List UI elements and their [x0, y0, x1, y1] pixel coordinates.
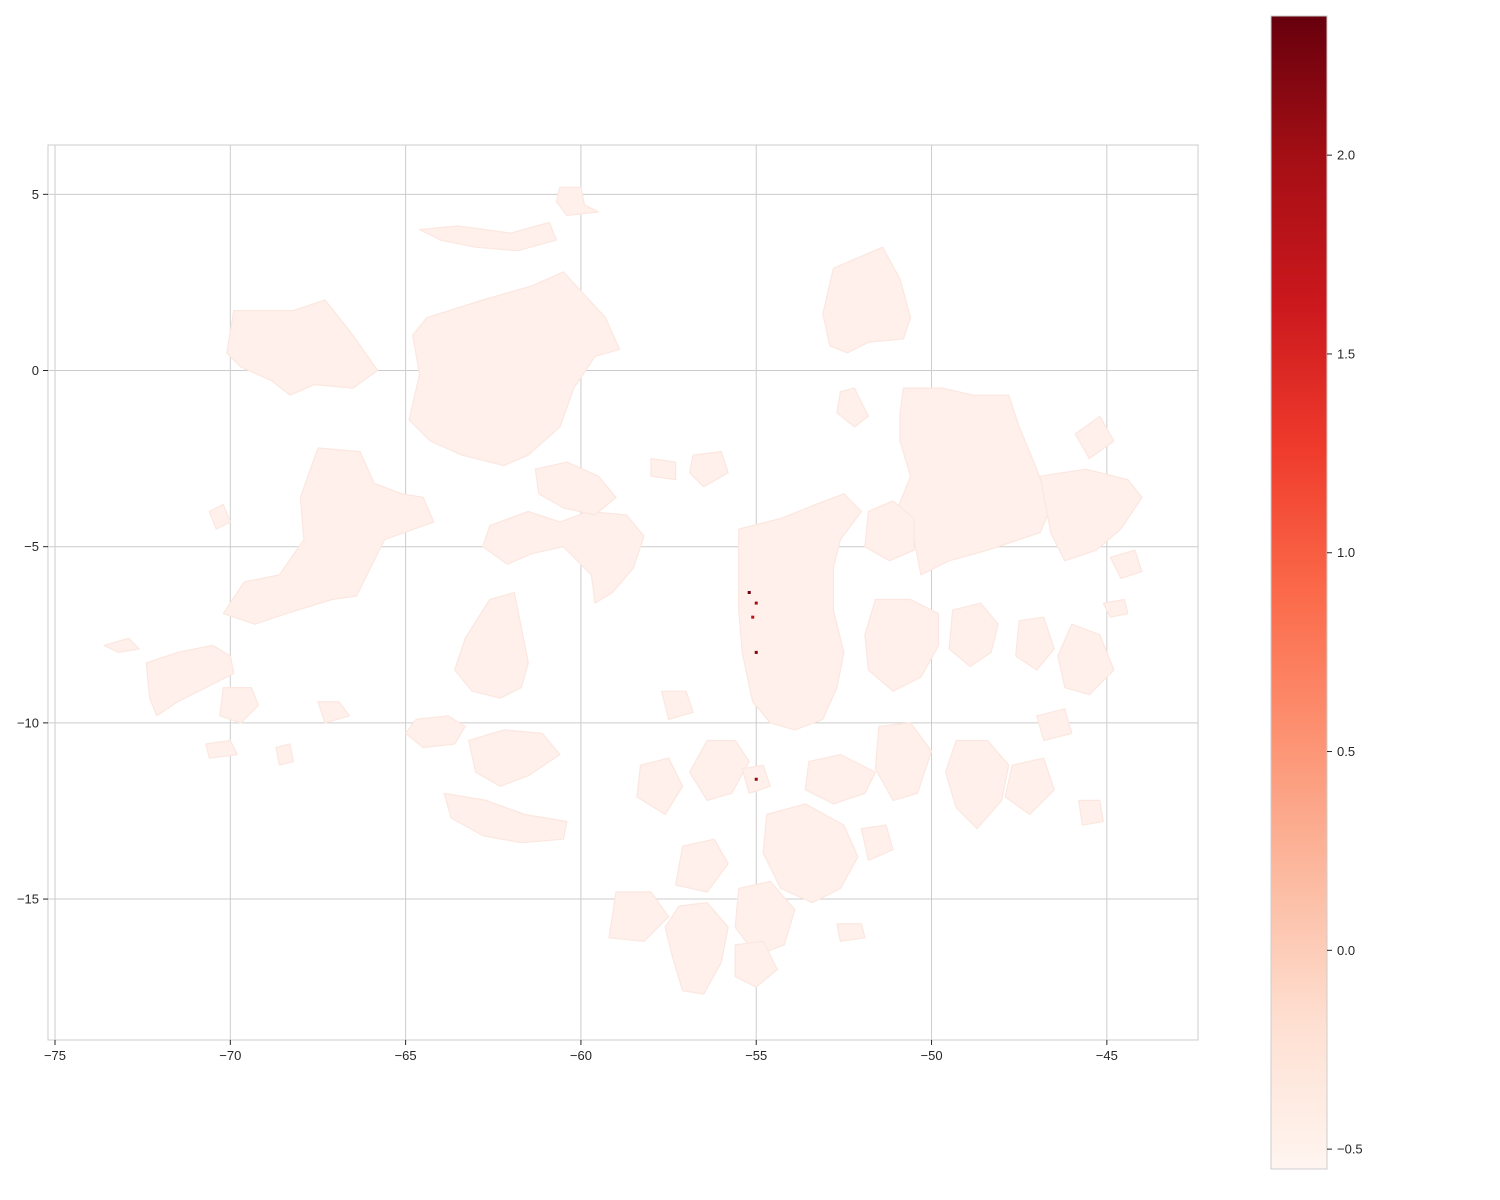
region-para-northeast	[895, 387, 1052, 576]
region-tocantins-south	[944, 739, 1010, 830]
region-mato-grosso-sw	[674, 838, 729, 893]
y-tick-label: −5	[24, 539, 39, 554]
x-tick-label: −65	[395, 1048, 417, 1063]
region-roraima-north	[555, 186, 600, 217]
y-tick-label: −10	[17, 715, 39, 730]
region-central-amazonas	[408, 271, 621, 467]
high-value-point-0	[747, 591, 751, 594]
region-small-2	[688, 451, 729, 488]
region-layer	[103, 186, 1143, 995]
region-tocantins-east	[1015, 616, 1055, 671]
x-tick-label: −60	[570, 1048, 592, 1063]
x-tick-label: −70	[219, 1048, 241, 1063]
x-tick-label: −45	[1096, 1048, 1118, 1063]
x-axis-ticks: −75 −70 −65 −60 −55 −50 −45	[44, 1040, 1118, 1063]
x-tick-label: −75	[44, 1048, 66, 1063]
colorbar-tick-label: 2.0	[1337, 148, 1355, 163]
region-purus-mid	[454, 591, 529, 699]
colorbar: 2.0 1.5 1.0 0.5 0.0 −0.5	[1270, 15, 1363, 1170]
region-small-6	[660, 690, 694, 721]
region-acre-tip	[103, 637, 140, 654]
region-acre-mini-2	[275, 743, 294, 766]
colorbar-tick-label: 1.5	[1337, 346, 1355, 361]
colorbar-tick-label: 1.0	[1337, 545, 1355, 560]
region-mato-grosso-west	[688, 739, 750, 802]
colorbar-ticks: 2.0 1.5 1.0 0.5 0.0 −0.5	[1327, 148, 1363, 1157]
region-small-4	[860, 824, 894, 861]
y-tick-label: −15	[17, 892, 39, 907]
region-small-10	[1078, 799, 1104, 826]
region-rondonia-central	[468, 729, 561, 787]
region-pantanal	[664, 901, 729, 995]
high-value-point-4	[754, 777, 758, 781]
region-marajo	[836, 387, 870, 428]
region-mato-grosso-central	[762, 803, 859, 904]
region-west-amazonas	[226, 299, 379, 396]
colorbar-tick-label: −0.5	[1337, 1142, 1363, 1157]
region-acre-south	[219, 686, 259, 724]
region-envira	[208, 503, 231, 530]
colorbar-gradient	[1270, 15, 1328, 1170]
region-rondonia-south	[443, 792, 568, 844]
region-tocantins-north	[864, 598, 940, 692]
region-juruá-solimoes	[222, 447, 435, 625]
y-tick-label: 0	[32, 363, 39, 378]
region-small-12	[1102, 598, 1129, 618]
colorbar-tick-label: 0.5	[1337, 744, 1355, 759]
high-value-point-3	[754, 650, 758, 654]
region-maranhao-north	[1074, 415, 1115, 460]
region-acre-west	[145, 644, 235, 717]
region-small-11	[1109, 549, 1143, 580]
region-small-8	[1004, 757, 1055, 816]
region-mato-grosso-south	[734, 880, 796, 957]
x-tick-label: −55	[745, 1048, 767, 1063]
region-madeira-east	[482, 510, 645, 604]
region-acre-mini	[205, 739, 238, 759]
highlight-layer	[747, 591, 758, 781]
region-para-central	[738, 493, 863, 731]
region-maranhao-west	[1039, 468, 1143, 562]
region-para-north	[822, 246, 912, 354]
region-madeira	[405, 715, 466, 749]
region-goias-north	[874, 722, 933, 802]
y-axis-ticks: 5 0 −5 −10 −15	[17, 187, 48, 907]
x-tick-label: −50	[921, 1048, 943, 1063]
region-mato-grosso-north	[804, 753, 877, 805]
region-para-east	[864, 500, 915, 562]
region-small-7	[636, 757, 684, 816]
colorbar-tick-label: 0.0	[1337, 943, 1355, 958]
region-amazonas-mid	[534, 461, 617, 516]
region-small-9	[1036, 708, 1073, 742]
high-value-point-1	[754, 601, 758, 605]
axes-frame	[47, 144, 1199, 1041]
region-cuiaba	[734, 940, 778, 988]
y-tick-label: 5	[32, 187, 39, 202]
region-tocantins-central	[948, 602, 999, 668]
high-value-point-2	[751, 615, 755, 619]
region-mato-grosso-far-south	[608, 891, 670, 942]
region-maranhao-south	[1057, 623, 1115, 696]
region-small-1	[650, 458, 677, 481]
region-small-3	[836, 923, 866, 942]
region-rondonia-west	[317, 701, 351, 724]
map-axes: −75 −70 −65 −60 −55 −50 −45 5 0 −5 −10 −15	[17, 144, 1199, 1063]
region-north-rio-negro	[419, 221, 558, 252]
